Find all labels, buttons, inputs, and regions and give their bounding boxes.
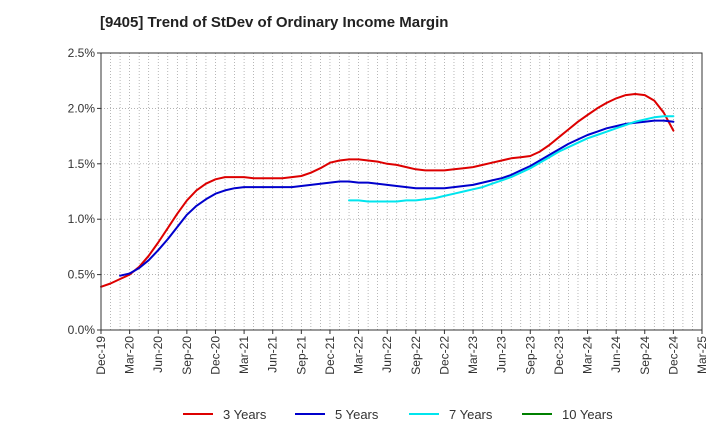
x-tick-label: Mar-22	[352, 336, 366, 374]
grid-lines	[100, 52, 703, 331]
x-tick-label: Dec-24	[666, 336, 680, 375]
series-lines	[100, 93, 675, 288]
x-tick-label: Sep-23	[523, 336, 537, 375]
legend-label: 10 Years	[562, 407, 613, 422]
x-tick-label: Dec-21	[323, 336, 337, 375]
x-tick-label: Sep-22	[409, 336, 423, 375]
x-tick-label: Mar-23	[466, 336, 480, 374]
legend: 3 Years 5 Years 7 Years 10 Years	[183, 407, 613, 422]
x-tick-label: Sep-21	[294, 336, 308, 375]
y-tick-label: 0.5%	[68, 268, 96, 282]
x-axis-ticks: Dec-19 Mar-20 Jun-20 Sep-20 Dec-20 Mar-21 Jun-…	[94, 330, 709, 375]
y-tick-label: 2.5%	[68, 46, 96, 60]
chart-title: [9405] Trend of StDev of Ordinary Income…	[100, 14, 449, 31]
x-tick-label: Jun-21	[266, 336, 280, 373]
x-tick-label: Mar-25	[695, 336, 709, 374]
y-tick-label: 1.0%	[68, 212, 96, 226]
x-tick-label: Dec-23	[552, 336, 566, 375]
legend-label: 5 Years	[335, 407, 379, 422]
legend-label: 3 Years	[223, 407, 267, 422]
x-tick-label: Mar-21	[237, 336, 251, 374]
y-tick-label: 0.0%	[68, 323, 96, 337]
x-tick-label: Dec-19	[94, 336, 108, 375]
x-tick-label: Dec-20	[208, 336, 222, 375]
x-tick-label: Sep-24	[638, 336, 652, 375]
x-tick-label: Jun-24	[609, 336, 623, 373]
x-tick-label: Jun-20	[151, 336, 165, 373]
plot-frame	[100, 52, 703, 331]
series-line-5-years	[119, 119, 675, 277]
y-axis-ticks: 0.0% 0.5% 1.0% 1.5% 2.0% 2.5%	[68, 46, 101, 337]
series-line-7-years	[348, 115, 675, 203]
x-tick-label: Sep-20	[180, 336, 194, 375]
legend-label: 7 Years	[449, 407, 493, 422]
y-tick-label: 1.5%	[68, 157, 96, 171]
y-tick-label: 2.0%	[68, 101, 96, 115]
x-tick-label: Mar-24	[581, 336, 595, 374]
x-tick-label: Jun-23	[495, 336, 509, 373]
x-tick-label: Dec-22	[437, 336, 451, 375]
x-tick-label: Mar-20	[123, 336, 137, 374]
x-tick-label: Jun-22	[380, 336, 394, 373]
series-line-3-years	[100, 93, 675, 288]
